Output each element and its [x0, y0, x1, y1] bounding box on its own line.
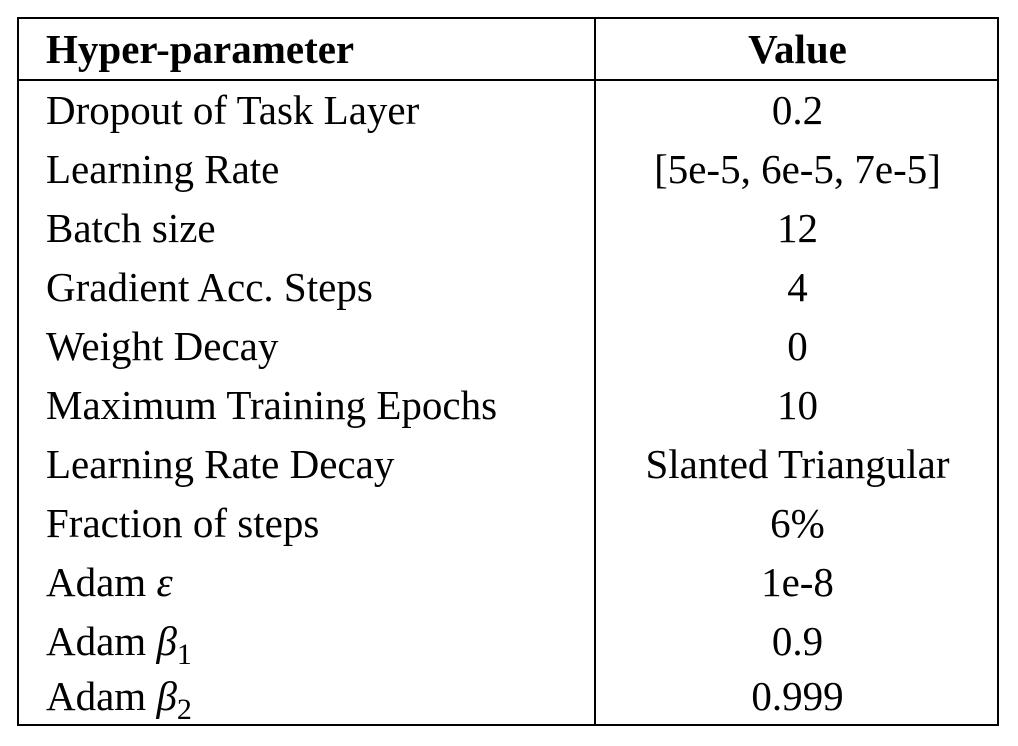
table-row: Weight Decay 0	[19, 317, 997, 376]
param-value: 0.2	[771, 87, 824, 133]
param-name: Fraction of steps	[46, 500, 320, 546]
epsilon-symbol: ε	[156, 559, 173, 605]
table-row: Adam β2 0.999	[19, 667, 997, 726]
beta-symbol: β	[156, 673, 177, 719]
header-rule	[19, 79, 997, 81]
beta-subscript: 2	[176, 693, 192, 726]
param-name: Weight Decay	[46, 323, 279, 369]
param-name: Adam ε	[46, 553, 586, 612]
beta-subscript: 1	[176, 638, 192, 671]
table-row: Adam β1 0.9	[19, 612, 997, 671]
param-value: 0.9	[771, 618, 824, 664]
param-value: 10	[777, 382, 818, 428]
param-name: Learning Rate Decay	[46, 441, 395, 487]
param-name: Gradient Acc. Steps	[46, 264, 373, 310]
param-value: 6%	[770, 500, 825, 546]
header-row: Hyper-parameter Value	[19, 19, 997, 78]
beta-symbol: β	[156, 618, 177, 664]
table-row: Maximum Training Epochs 10	[19, 376, 997, 435]
column-divider	[594, 19, 596, 724]
param-value: 0	[787, 323, 808, 369]
table-row: Adam ε 1e-8	[19, 553, 997, 612]
table-row: Fraction of steps 6%	[19, 494, 997, 553]
param-name-text: Adam	[46, 673, 147, 719]
param-name-text: Adam	[46, 618, 147, 664]
param-value: 12	[777, 205, 818, 251]
param-name: Adam β2	[46, 667, 586, 726]
param-name: Maximum Training Epochs	[46, 382, 498, 428]
hyperparameter-table: Hyper-parameter Value Dropout of Task La…	[17, 17, 999, 726]
param-name-text: Adam	[46, 559, 147, 605]
table-row: Dropout of Task Layer 0.2	[19, 81, 997, 140]
table-row: Batch size 12	[19, 199, 997, 258]
param-value: 0.999	[751, 673, 844, 719]
param-name: Batch size	[46, 205, 216, 251]
header-hyper-parameter: Hyper-parameter	[46, 26, 355, 72]
param-name: Adam β1	[46, 612, 586, 671]
param-name: Dropout of Task Layer	[46, 87, 420, 133]
param-name: Learning Rate	[46, 146, 280, 192]
table-row: Gradient Acc. Steps 4	[19, 258, 997, 317]
header-value: Value	[748, 26, 847, 72]
param-value: Slanted Triangular	[645, 441, 950, 487]
param-value: 4	[787, 264, 808, 310]
param-value: [5e-5, 6e-5, 7e-5]	[654, 146, 941, 192]
param-value: 1e-8	[761, 559, 834, 605]
table-row: Learning Rate Decay Slanted Triangular	[19, 435, 997, 494]
table-row: Learning Rate [5e-5, 6e-5, 7e-5]	[19, 140, 997, 199]
